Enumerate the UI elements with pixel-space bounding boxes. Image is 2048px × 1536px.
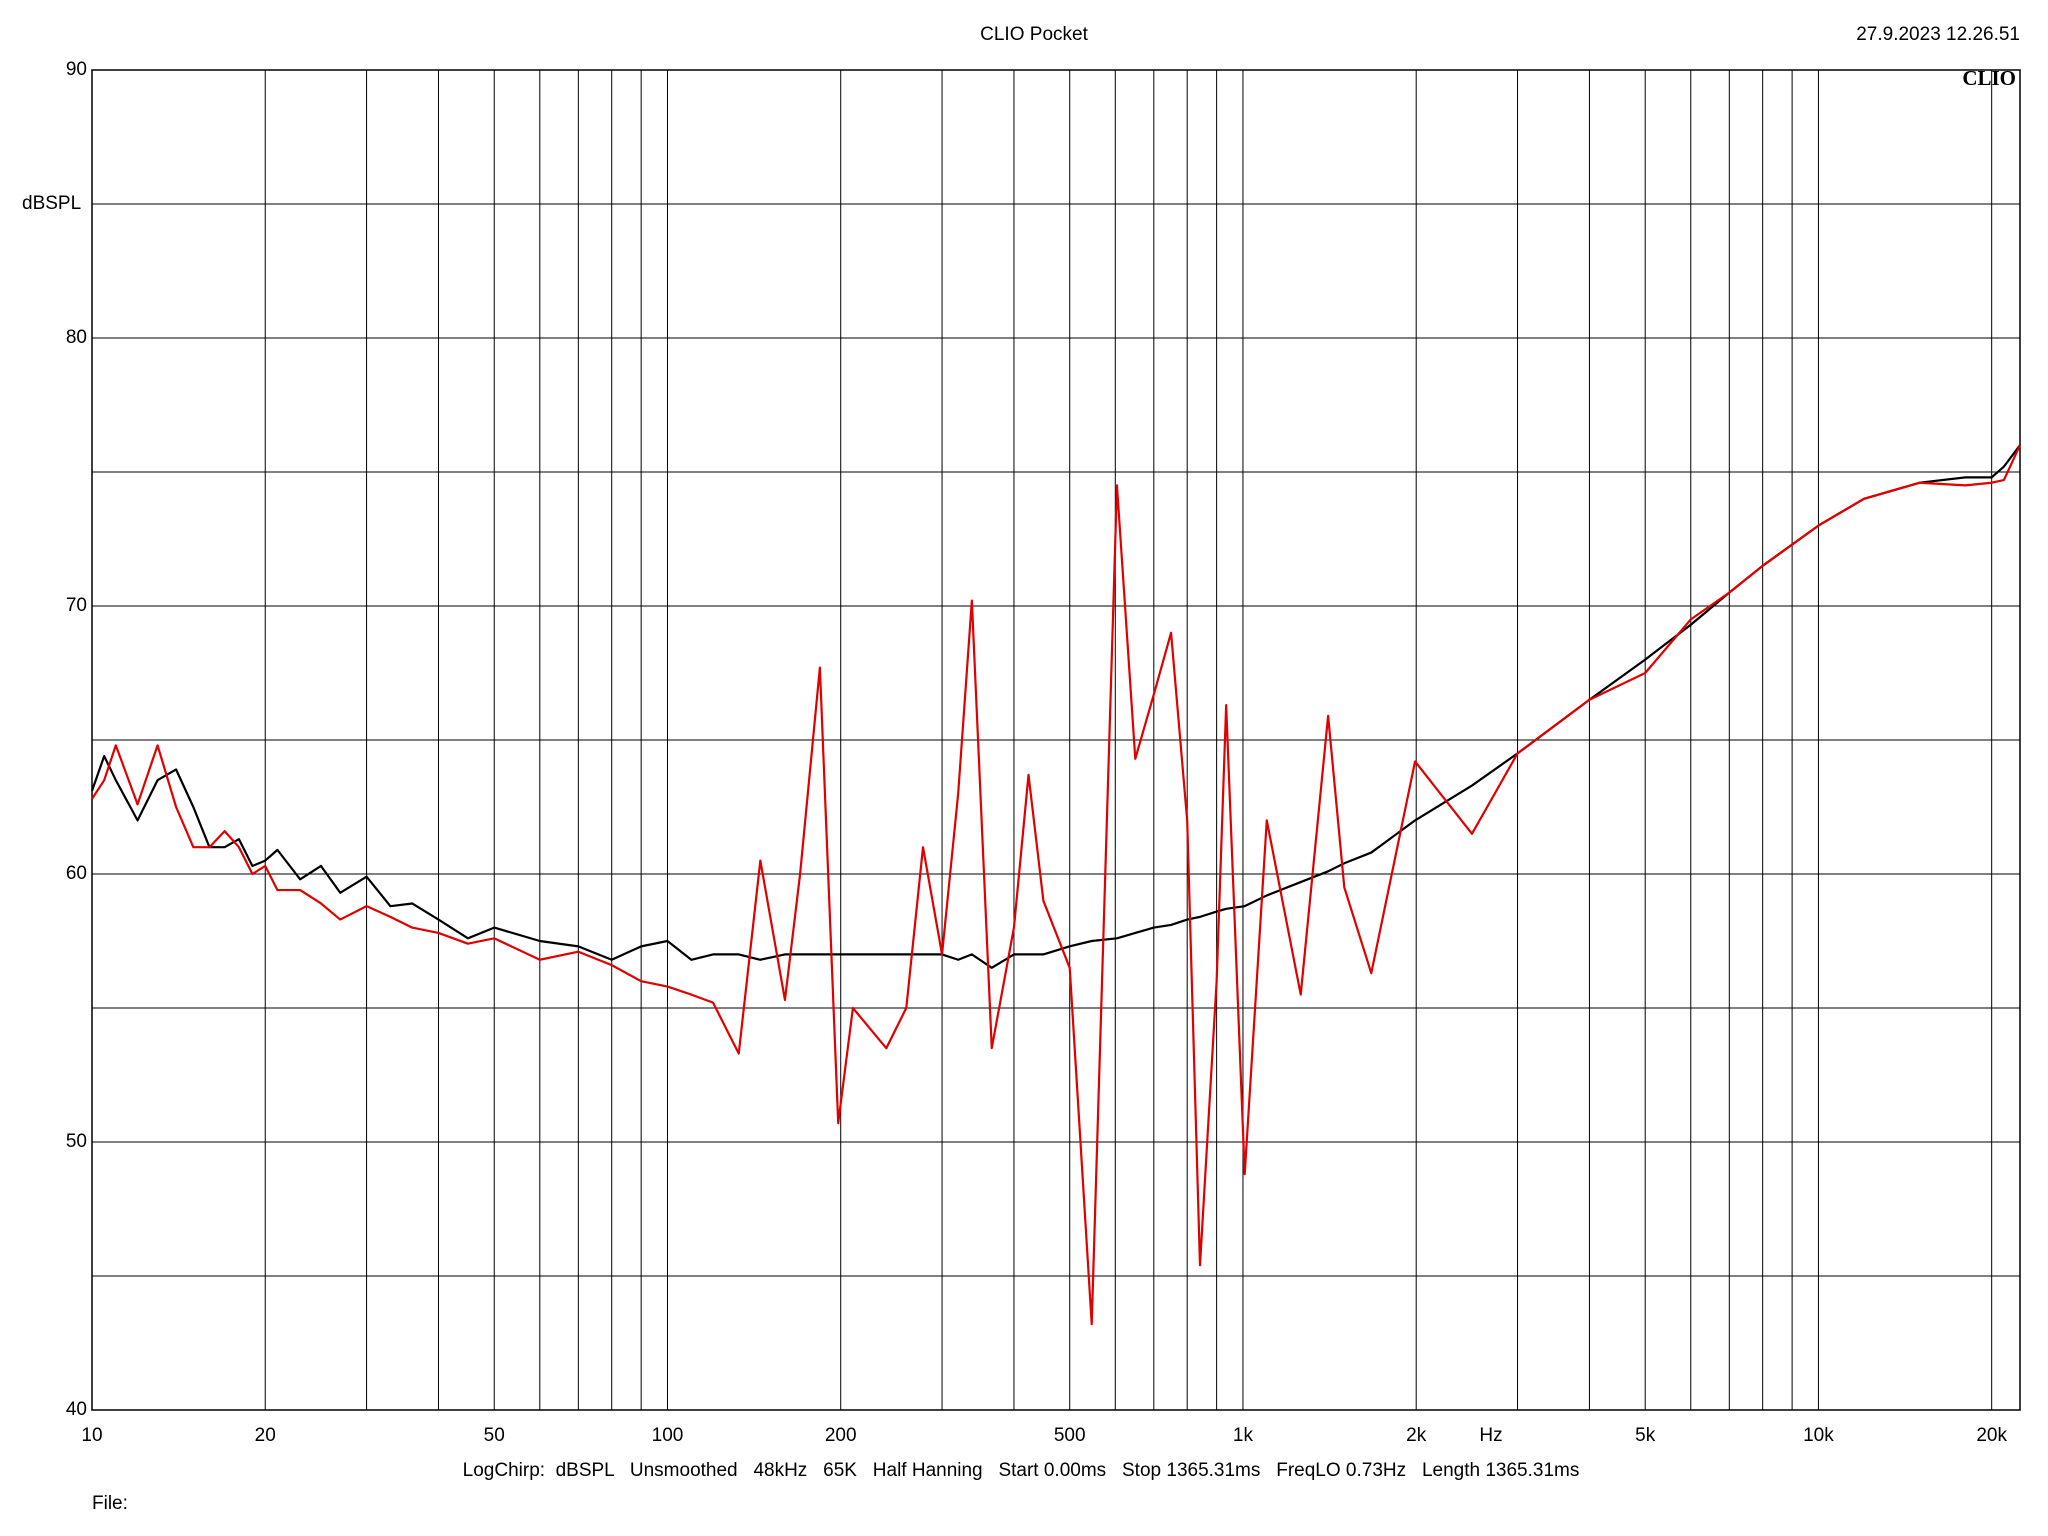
x-tick-label: 50 bbox=[484, 1425, 505, 1446]
x-axis-unit: Hz bbox=[1479, 1425, 1502, 1446]
file-label: File: bbox=[92, 1493, 128, 1514]
x-tick-label: 10k bbox=[1803, 1425, 1834, 1446]
x-tick-label: 2k bbox=[1406, 1425, 1427, 1446]
x-tick-label: 200 bbox=[825, 1425, 857, 1446]
x-tick-label: 20k bbox=[1976, 1425, 2007, 1446]
y-tick-label: 90 bbox=[66, 59, 87, 80]
plot-frame bbox=[91, 69, 2021, 1411]
chart-title: CLIO Pocket bbox=[980, 24, 1088, 45]
x-tick-label: 5k bbox=[1635, 1425, 1656, 1446]
x-tick-label: 1k bbox=[1233, 1425, 1254, 1446]
x-tick-label: 500 bbox=[1054, 1425, 1086, 1446]
series-line bbox=[90, 444, 2021, 969]
y-tick-label: 50 bbox=[66, 1131, 87, 1152]
y-axis-label: dBSPL bbox=[22, 193, 81, 214]
footer: LogChirp: dBSPL Unsmoothed 48kHz 65K Hal… bbox=[463, 1460, 1580, 1481]
y-tick-label: 70 bbox=[66, 595, 87, 616]
y-tick-label: 40 bbox=[66, 1399, 87, 1420]
y-tick-label: 60 bbox=[66, 863, 87, 884]
series-line bbox=[91, 444, 2021, 1326]
x-tick-label: 20 bbox=[255, 1425, 276, 1446]
x-tick-label: 10 bbox=[81, 1425, 102, 1446]
timestamp: 27.9.2023 12.26.51 bbox=[1856, 24, 2020, 45]
y-tick-label: 80 bbox=[66, 327, 87, 348]
x-tick-label: 100 bbox=[652, 1425, 684, 1446]
